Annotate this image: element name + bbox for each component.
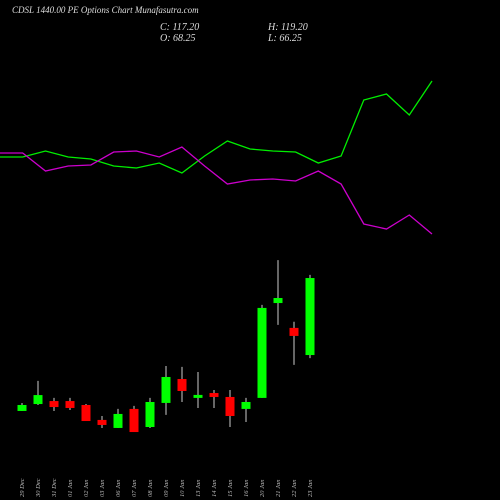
ohlc-low: L: 66.25 xyxy=(267,33,302,44)
candle-body xyxy=(177,379,187,391)
x-tick-label: 22 Jan xyxy=(291,479,298,497)
x-tick-label: 09 Jan xyxy=(163,479,170,497)
candle-body xyxy=(225,396,235,416)
candle-body xyxy=(289,327,299,336)
x-tick-label: 01 Jan xyxy=(67,479,74,497)
candle-body xyxy=(65,401,75,408)
candle-body xyxy=(129,408,139,433)
x-tick-label: 16 Jan xyxy=(243,479,250,497)
x-tick-label: 21 Jan xyxy=(275,479,282,497)
x-tick-label: 30 Dec xyxy=(35,478,42,498)
x-tick-label: 15 Jan xyxy=(227,479,234,497)
x-tick-label: 13 Jan xyxy=(195,479,202,497)
candle-body xyxy=(81,404,91,422)
candle-body xyxy=(49,401,59,408)
x-tick-label: 31 Dec xyxy=(51,478,58,498)
x-tick-label: 08 Jan xyxy=(147,479,154,497)
x-tick-label: 20 Jan xyxy=(259,479,266,497)
candle-body xyxy=(33,395,43,405)
candle-body xyxy=(17,404,27,411)
candle-body xyxy=(273,298,283,304)
x-tick-label: 06 Jan xyxy=(115,479,122,497)
candle-body xyxy=(97,419,107,425)
candle-body xyxy=(193,394,203,398)
ohlc-high: H: 119.20 xyxy=(267,22,308,33)
ohlc-close: C: 117.20 xyxy=(160,22,199,33)
candle-body xyxy=(209,393,219,397)
x-tick-label: 23 Jan xyxy=(307,479,314,497)
ohlc-open: O: 68.25 xyxy=(160,33,196,44)
x-tick-label: 10 Jan xyxy=(179,479,186,497)
chart-title: CDSL 1440.00 PE Options Chart Munafasutr… xyxy=(12,5,199,15)
candle-body xyxy=(257,307,267,398)
x-tick-label: 29 Dec xyxy=(19,478,26,497)
indicator-line xyxy=(0,146,433,235)
candle-body xyxy=(241,401,251,409)
x-tick-label: 14 Jan xyxy=(211,479,218,497)
candle-body xyxy=(113,413,123,428)
candle-body xyxy=(305,278,315,356)
candle-body xyxy=(145,401,155,428)
x-tick-label: 03 Jan xyxy=(99,479,106,497)
candle-body xyxy=(161,376,171,403)
x-tick-label: 07 Jan xyxy=(131,479,138,497)
indicator-line xyxy=(0,80,433,174)
x-tick-label: 02 Jan xyxy=(83,479,90,497)
